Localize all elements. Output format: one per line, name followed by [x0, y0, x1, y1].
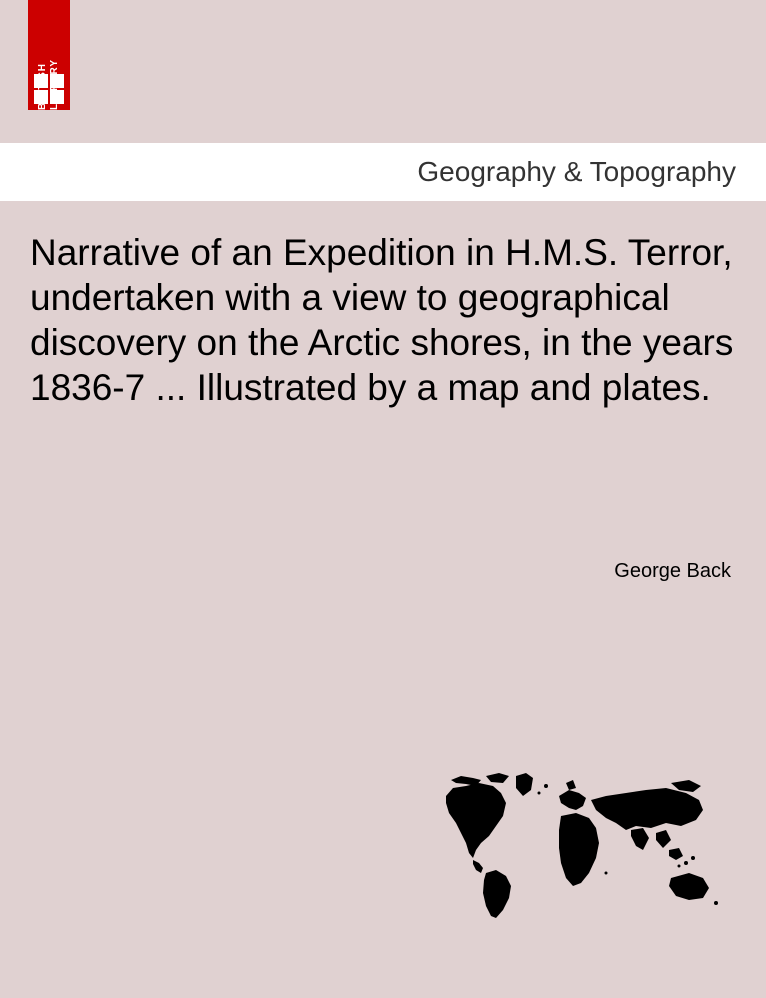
world-map-graphic: [431, 768, 731, 928]
category-bar: Geography & Topography: [0, 143, 766, 201]
book-title-block: Narrative of an Expedition in H.M.S. Ter…: [30, 230, 736, 411]
author-name: George Back: [614, 560, 731, 582]
publisher-logo-tab: BRITISH LIBRARY: [28, 0, 70, 110]
author-block: George Back: [614, 560, 731, 583]
book-title: Narrative of an Expedition in H.M.S. Ter…: [30, 230, 736, 411]
publisher-logo-mark: [34, 74, 64, 104]
category-label: Geography & Topography: [417, 156, 736, 188]
